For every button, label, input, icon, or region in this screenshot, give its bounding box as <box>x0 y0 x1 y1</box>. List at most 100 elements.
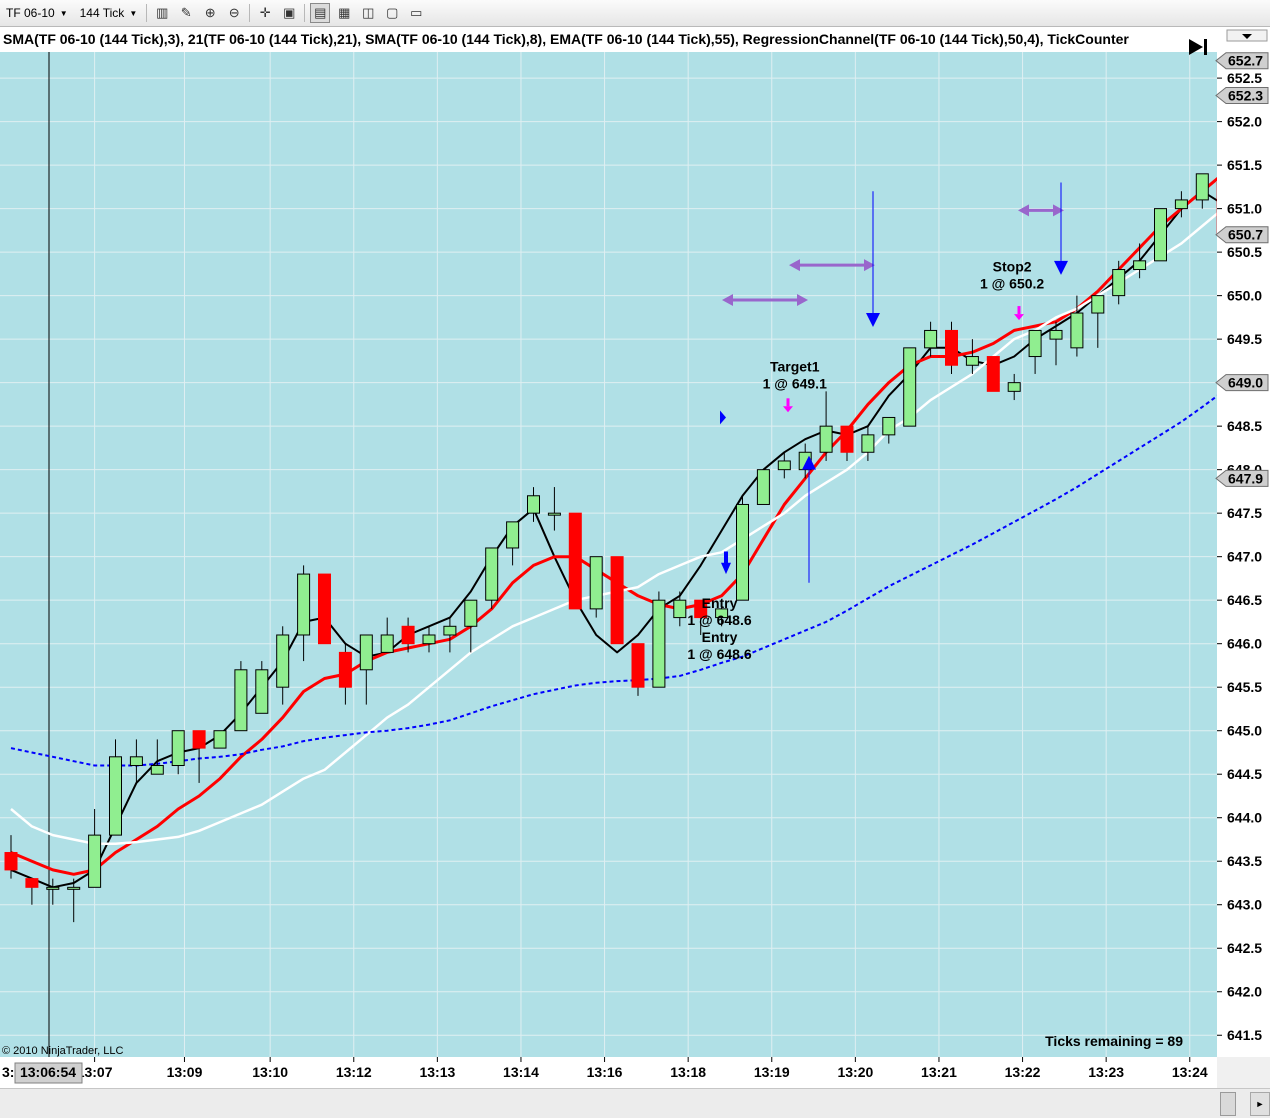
candle-body <box>318 573 331 645</box>
candlesticks <box>4 173 1230 923</box>
exit-arrow-icon <box>783 406 793 413</box>
price-marker-label: 652.3 <box>1228 88 1263 104</box>
candle-body <box>255 669 269 714</box>
price-axis <box>1217 27 1270 1057</box>
candle-body <box>1174 199 1188 210</box>
candle-body <box>965 356 979 366</box>
candle-body <box>694 599 708 619</box>
price-tick-label: 644.5 <box>1227 766 1262 782</box>
cursor-time-label: 13:06:54 <box>20 1064 76 1080</box>
price-marker <box>1215 87 1269 105</box>
time-tick-label: 13:21 <box>921 1064 957 1080</box>
cursor-left-label: 3: <box>2 1064 14 1080</box>
sheet-icon[interactable]: ▭ <box>410 5 423 20</box>
candle-body <box>568 512 582 610</box>
candle-body <box>192 730 206 749</box>
candle-body <box>715 608 729 619</box>
price-tick-label: 647.0 <box>1227 549 1262 565</box>
candle-body <box>631 643 645 688</box>
candle-body <box>46 886 60 890</box>
trade-annotation-text: 1 @ 648.6 <box>687 612 751 628</box>
bar-type-icon[interactable]: ▥ <box>156 5 169 20</box>
toolbar-divider <box>249 4 251 22</box>
price-marker <box>1215 469 1269 487</box>
candle-body <box>777 460 791 471</box>
scrollbar-thumb[interactable] <box>1220 1092 1236 1116</box>
candle-body <box>882 416 896 436</box>
chart-trader-icon[interactable]: ◫ <box>362 5 375 20</box>
price-tick-label: 641.5 <box>1227 1027 1262 1043</box>
candle-body <box>610 556 624 645</box>
properties-icon[interactable]: ▢ <box>386 5 399 20</box>
candle-body <box>297 573 311 636</box>
instrument-selector[interactable]: TF 06-10 ▼ <box>0 3 74 23</box>
time-tick-label: 13:10 <box>252 1064 288 1080</box>
zoom-out-icon[interactable]: ⊖ <box>228 5 240 20</box>
candle-body <box>1070 312 1084 349</box>
price-marker-label: 652.7 <box>1228 53 1263 69</box>
candle-body <box>547 512 561 516</box>
interval-label: 144 Tick <box>79 6 125 20</box>
exit-arrow-icon <box>1014 314 1024 321</box>
crosshair-icon[interactable]: ✛ <box>259 5 271 20</box>
candle-body <box>945 329 958 366</box>
ticks-remaining-label: Ticks remaining = 89 <box>1045 1033 1183 1049</box>
toolbar-divider <box>304 4 306 22</box>
time-axis <box>0 1057 1217 1088</box>
play-icon[interactable] <box>1189 39 1203 55</box>
candle-body <box>506 521 520 549</box>
entry-arrow-icon <box>721 551 731 575</box>
candle-body <box>924 329 938 349</box>
time-tick-label: 13:19 <box>754 1064 790 1080</box>
candle-body <box>150 765 164 775</box>
data-box-icon[interactable]: ▣ <box>283 5 296 20</box>
chart-toolbar: TF 06-10 ▼ 144 Tick ▼ ▥ ✎ ⊕ ⊖ ✛ ▣ ▤ ▦ ◫ … <box>0 0 1270 27</box>
price-tick-label: 648.5 <box>1227 418 1262 434</box>
candle-body <box>234 669 248 732</box>
time-tick-label: 13:13 <box>419 1064 455 1080</box>
indicators-icon[interactable]: ▦ <box>338 5 351 20</box>
toolbar-divider <box>146 4 148 22</box>
price-tick-label: 644.0 <box>1227 810 1262 826</box>
candle-body <box>109 756 122 836</box>
range-arrow-head <box>1018 204 1029 217</box>
candle-body <box>527 495 540 514</box>
candle-body <box>840 425 854 453</box>
candle-body <box>1028 329 1042 358</box>
strategies-icon[interactable]: ▤ <box>310 3 331 23</box>
time-tick-label: 13:09 <box>167 1064 203 1080</box>
trade-annotation-text: Entry <box>702 629 738 645</box>
price-marker-label: 647.9 <box>1228 470 1263 486</box>
price-marker <box>1215 374 1269 392</box>
candle-body <box>401 625 415 645</box>
price-marker <box>1215 226 1269 244</box>
range-arrow-head <box>789 259 800 272</box>
time-tick-label: 13:22 <box>1005 1064 1041 1080</box>
zoom-in-icon[interactable]: ⊕ <box>204 5 216 20</box>
drawing-pencil-icon[interactable]: ✎ <box>180 5 192 20</box>
exit-arrow-icon <box>1017 306 1021 315</box>
candle-body <box>589 556 603 610</box>
candle-body <box>1195 173 1209 201</box>
trade-annotation-text: Target1 <box>770 359 820 375</box>
play-icon-bar <box>1204 39 1207 55</box>
candle-body <box>485 547 499 601</box>
chevron-right-icon[interactable]: ► <box>1250 1092 1270 1116</box>
price-tick-label: 652.0 <box>1227 114 1262 130</box>
price-tick-label: 650.0 <box>1227 288 1262 304</box>
price-tick-label: 642.5 <box>1227 940 1262 956</box>
candle-body <box>338 651 352 688</box>
candle-body <box>652 599 666 688</box>
copyright-label: © 2010 NinjaTrader, LLC <box>2 1045 123 1057</box>
price-tick-label: 646.0 <box>1227 636 1262 652</box>
horizontal-scrollbar[interactable]: ► <box>0 1088 1270 1118</box>
candle-body <box>422 634 436 645</box>
price-tick-label: 646.5 <box>1227 592 1262 608</box>
interval-selector[interactable]: 144 Tick ▼ <box>74 3 144 23</box>
range-arrow-head <box>1053 204 1064 217</box>
candle-body <box>276 634 290 688</box>
price-tick-label: 643.5 <box>1227 853 1262 869</box>
time-axis-labels: 13:07 13:09 13:10 13:12 13:13 13:14 13:16 13:18… <box>2 1057 1208 1084</box>
time-tick-label: 13:18 <box>670 1064 706 1080</box>
